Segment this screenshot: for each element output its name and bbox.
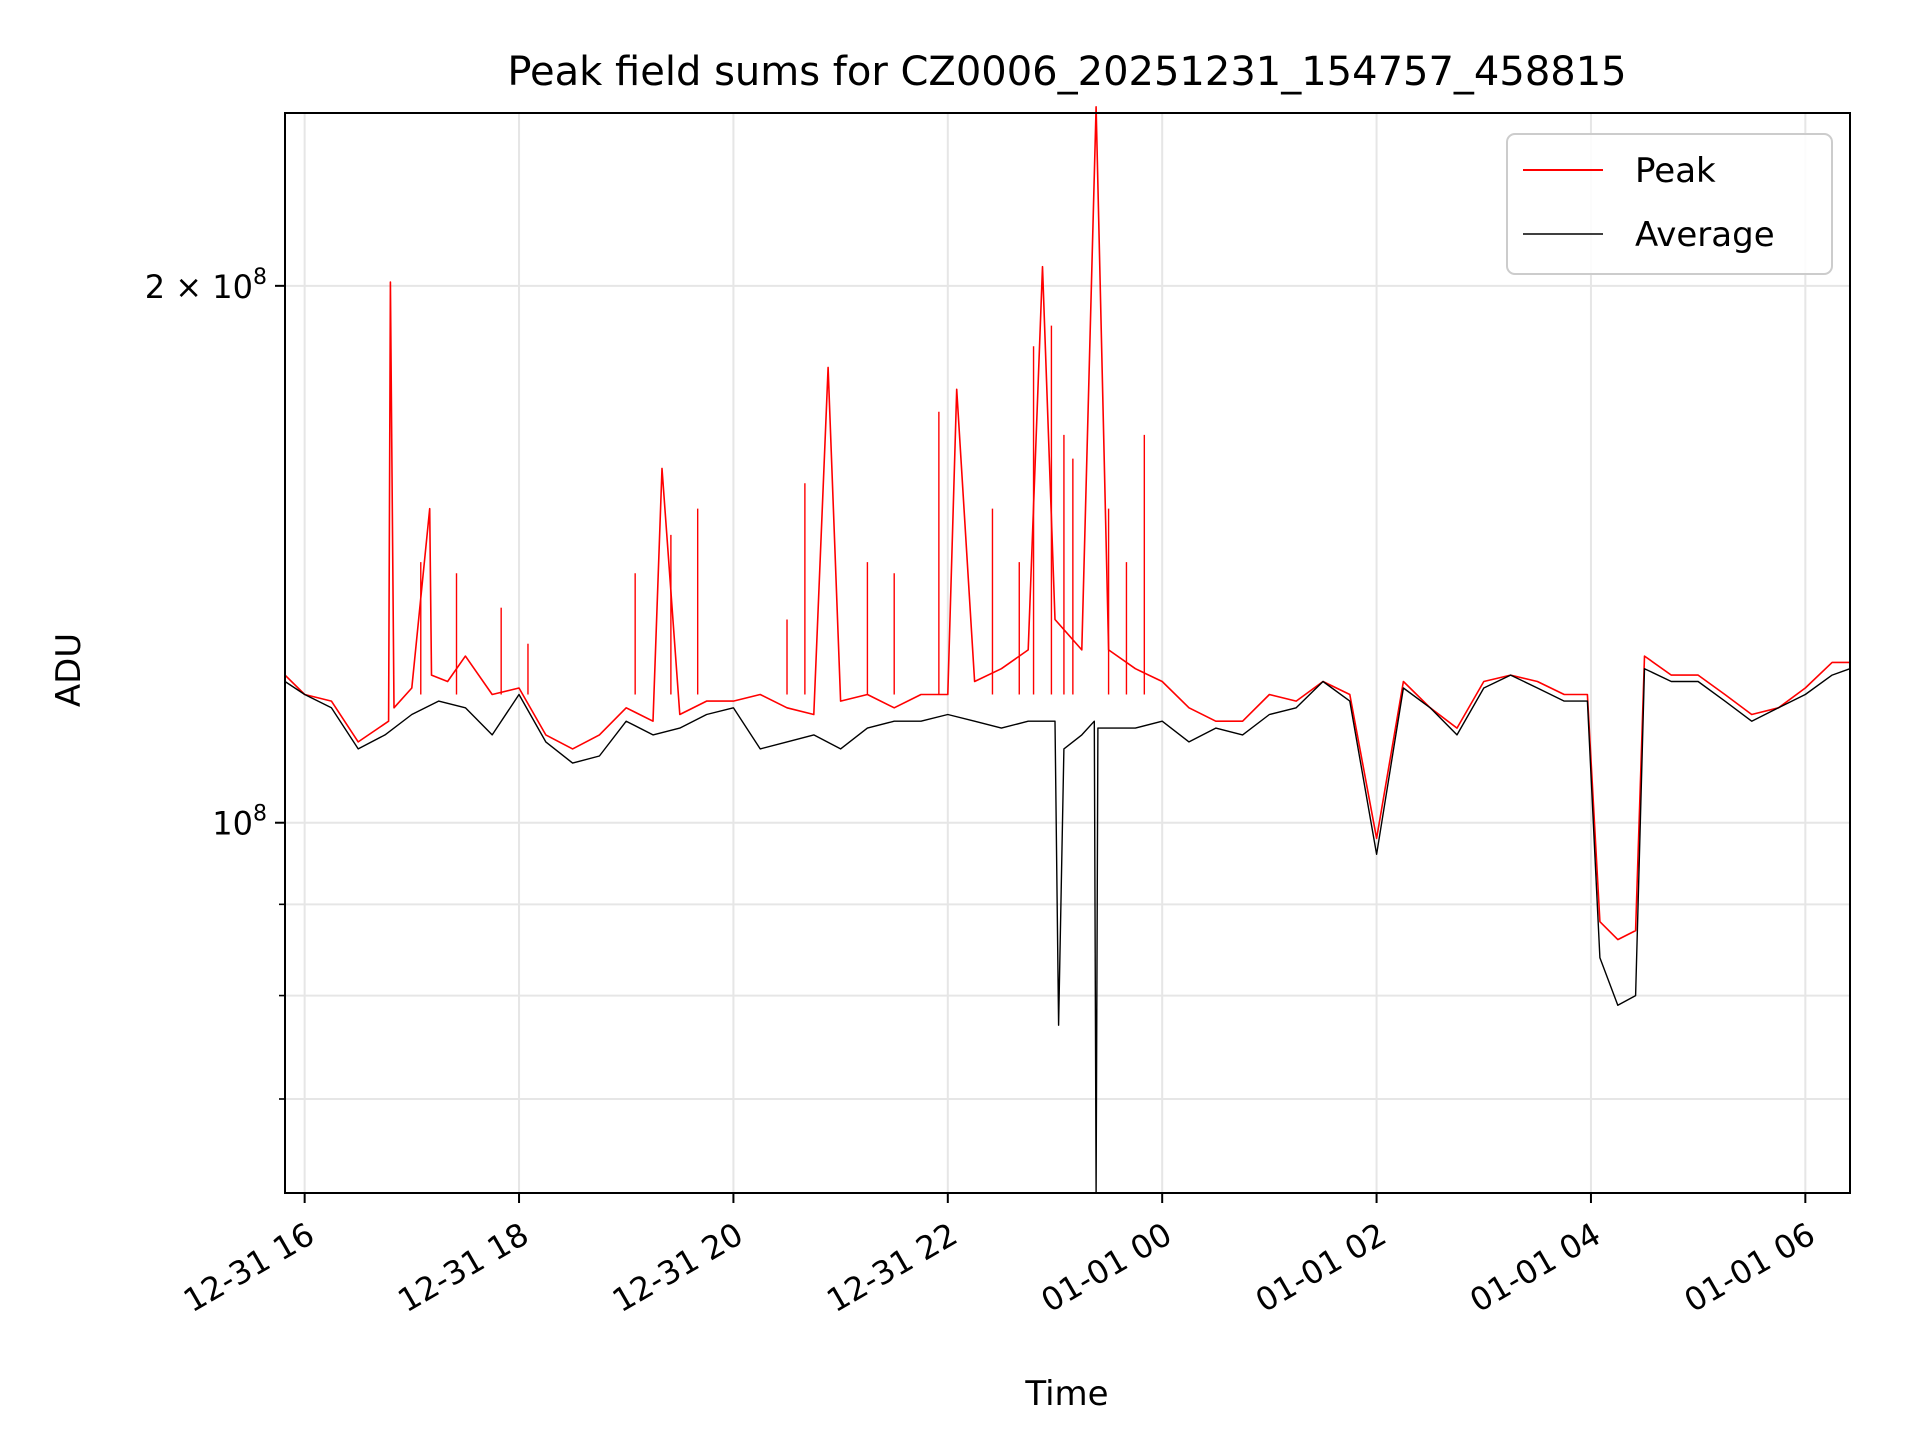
series-line-average — [284, 668, 1851, 1194]
plot-frame — [284, 112, 1851, 1194]
legend: Peak Average — [1506, 133, 1833, 275]
chart-title: Peak field sums for CZ0006_20251231_1547… — [507, 49, 1626, 95]
y-tick-label: 108 — [212, 802, 267, 843]
y-tick-label: 2 × 108 — [145, 265, 267, 306]
legend-average-label: Average — [1635, 215, 1775, 255]
series-line-peak — [284, 106, 1850, 941]
x-axis-label: Time — [1024, 1374, 1108, 1414]
y-axis-label: ADU — [49, 633, 89, 707]
grid-lines — [285, 113, 1850, 1193]
legend-peak-label: Peak — [1635, 151, 1716, 191]
plot-series — [284, 106, 1851, 1194]
